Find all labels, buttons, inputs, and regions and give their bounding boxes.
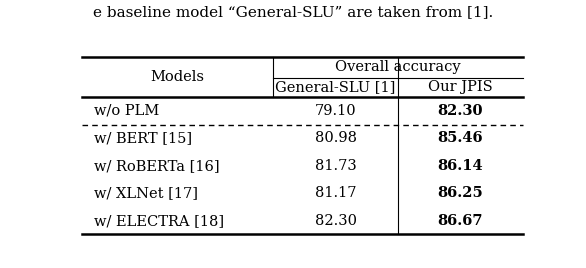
Text: 82.30: 82.30 [315, 214, 356, 228]
Text: 79.10: 79.10 [315, 104, 356, 118]
Text: 86.67: 86.67 [438, 214, 483, 228]
Text: Our JPIS: Our JPIS [428, 80, 493, 94]
Text: w/ ELECTRA [18]: w/ ELECTRA [18] [94, 214, 224, 228]
Text: 81.17: 81.17 [315, 186, 356, 200]
Text: e baseline model “General-SLU” are taken from [1].: e baseline model “General-SLU” are taken… [93, 5, 493, 19]
Text: w/o PLM: w/o PLM [94, 104, 159, 118]
Text: w/ BERT [15]: w/ BERT [15] [94, 131, 192, 145]
Text: 80.98: 80.98 [315, 131, 356, 145]
Text: Models: Models [151, 70, 205, 84]
Text: 86.14: 86.14 [438, 159, 483, 173]
Text: 85.46: 85.46 [438, 131, 483, 145]
Text: 82.30: 82.30 [438, 104, 483, 118]
Text: Overall accuracy: Overall accuracy [335, 60, 461, 74]
Text: w/ RoBERTa [16]: w/ RoBERTa [16] [94, 159, 219, 173]
Text: General-SLU [1]: General-SLU [1] [275, 80, 396, 94]
Text: w/ XLNet [17]: w/ XLNet [17] [94, 186, 197, 200]
Text: 81.73: 81.73 [315, 159, 356, 173]
Text: 86.25: 86.25 [438, 186, 483, 200]
